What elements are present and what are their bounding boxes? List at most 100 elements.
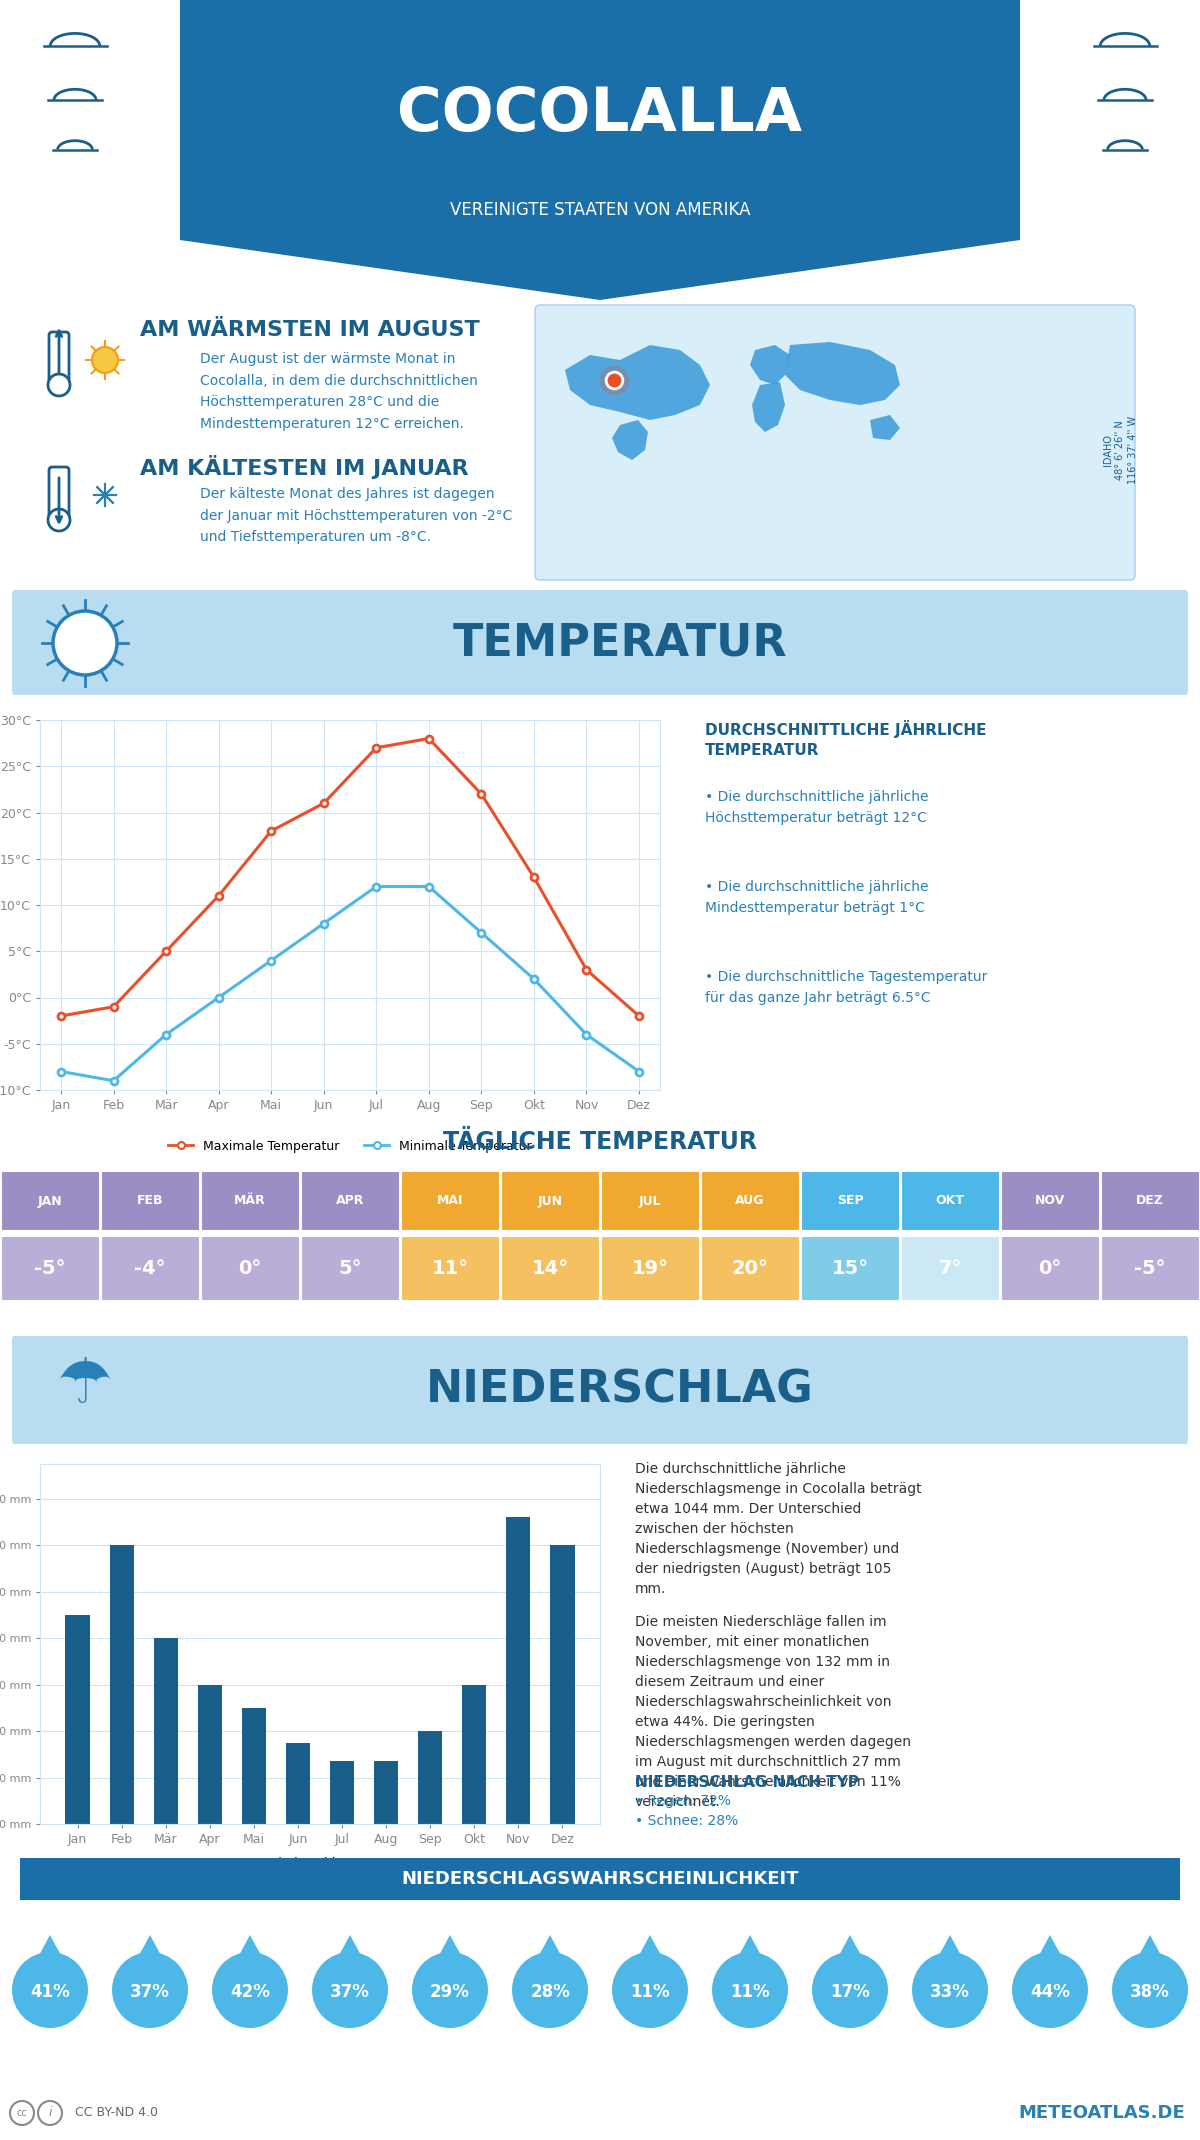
FancyBboxPatch shape — [1100, 1171, 1200, 1230]
FancyBboxPatch shape — [200, 1171, 300, 1230]
Polygon shape — [565, 345, 710, 419]
Text: 29%: 29% — [430, 1984, 470, 2001]
Polygon shape — [30, 1935, 70, 1971]
Text: 17%: 17% — [830, 1984, 870, 2001]
Legend: Maximale Temperatur, Minimale Temperatur: Maximale Temperatur, Minimale Temperatur — [163, 1134, 538, 1158]
Text: AM KÄLTESTEN IM JANUAR: AM KÄLTESTEN IM JANUAR — [140, 456, 469, 479]
Text: 11%: 11% — [630, 1984, 670, 2001]
Text: OKT: OKT — [936, 2046, 965, 2059]
Polygon shape — [1030, 1935, 1070, 1971]
FancyBboxPatch shape — [500, 1237, 600, 1301]
FancyBboxPatch shape — [200, 1237, 300, 1301]
Text: NIEDERSCHLAGSWAHRSCHEINLICHKEIT: NIEDERSCHLAGSWAHRSCHEINLICHKEIT — [401, 1870, 799, 1887]
Circle shape — [312, 1952, 388, 2029]
Text: 5°: 5° — [338, 1260, 361, 1278]
Polygon shape — [730, 1935, 770, 1971]
Text: MAI: MAI — [437, 2046, 463, 2059]
Text: TÄGLICHE TEMPERATUR: TÄGLICHE TEMPERATUR — [443, 1130, 757, 1153]
Polygon shape — [785, 342, 900, 404]
Text: 37%: 37% — [130, 1984, 170, 2001]
Legend: Niederschlagssumme: Niederschlagssumme — [230, 1853, 410, 1875]
Text: 38%: 38% — [1130, 1984, 1170, 2001]
Text: • Die durchschnittliche jährliche
Höchsttemperatur beträgt 12°C: • Die durchschnittliche jährliche Höchst… — [706, 790, 929, 824]
Text: AM WÄRMSTEN IM AUGUST: AM WÄRMSTEN IM AUGUST — [140, 321, 480, 340]
FancyBboxPatch shape — [49, 332, 70, 387]
Text: i: i — [48, 2106, 52, 2119]
FancyBboxPatch shape — [800, 1171, 900, 1230]
Circle shape — [212, 1952, 288, 2029]
FancyBboxPatch shape — [300, 1237, 400, 1301]
FancyBboxPatch shape — [300, 1171, 400, 1230]
Text: MÄR: MÄR — [234, 2046, 266, 2059]
Text: 20°: 20° — [732, 1260, 768, 1278]
Circle shape — [112, 1952, 188, 2029]
FancyBboxPatch shape — [900, 1171, 1000, 1230]
Bar — [198, 1684, 222, 1823]
FancyBboxPatch shape — [101, 1171, 199, 1230]
Circle shape — [1112, 1952, 1188, 2029]
Text: APR: APR — [336, 2046, 364, 2059]
Text: DEZ: DEZ — [1136, 1194, 1164, 1207]
FancyBboxPatch shape — [1001, 1237, 1099, 1301]
Text: 19°: 19° — [631, 1260, 668, 1278]
FancyBboxPatch shape — [12, 1333, 1188, 1447]
Polygon shape — [870, 415, 900, 441]
Circle shape — [812, 1952, 888, 2029]
Text: IDAHO: IDAHO — [1103, 434, 1114, 467]
FancyBboxPatch shape — [500, 1171, 600, 1230]
FancyBboxPatch shape — [600, 1237, 700, 1301]
Text: SEP: SEP — [836, 1194, 863, 1207]
Text: -4°: -4° — [134, 1260, 166, 1278]
Text: 11%: 11% — [730, 1984, 770, 2001]
Text: TEMPERATUR: TEMPERATUR — [452, 621, 787, 666]
Text: 14°: 14° — [532, 1260, 569, 1278]
Bar — [330, 1761, 354, 1823]
FancyBboxPatch shape — [0, 1171, 100, 1230]
FancyBboxPatch shape — [701, 1171, 799, 1230]
Polygon shape — [630, 1935, 670, 1971]
Text: Die durchschnittliche jährliche
Niederschlagsmenge in Cocolalla beträgt
etwa 104: Die durchschnittliche jährliche Niedersc… — [635, 1462, 922, 1596]
Text: SEP: SEP — [836, 2046, 863, 2059]
Text: 0°: 0° — [239, 1260, 262, 1278]
Text: Die meisten Niederschläge fallen im
November, mit einer monatlichen
Niederschlag: Die meisten Niederschläge fallen im Nove… — [635, 1616, 911, 1810]
Text: JAN: JAN — [37, 2046, 62, 2059]
Text: JUL: JUL — [638, 1194, 661, 1207]
Text: 116° 37' 4'' W: 116° 37' 4'' W — [1128, 415, 1138, 484]
FancyBboxPatch shape — [800, 1237, 900, 1301]
Text: JUL: JUL — [638, 2046, 661, 2059]
Text: NOV: NOV — [1034, 2046, 1066, 2059]
Text: 0°: 0° — [1038, 1260, 1062, 1278]
Polygon shape — [430, 1935, 470, 1971]
Text: METEOATLAS.DE: METEOATLAS.DE — [1019, 2104, 1186, 2123]
Text: 28%: 28% — [530, 1984, 570, 2001]
Bar — [462, 1684, 486, 1823]
Text: 42%: 42% — [230, 1984, 270, 2001]
Polygon shape — [930, 1935, 970, 1971]
Text: • Schnee: 28%: • Schnee: 28% — [635, 1815, 738, 1828]
FancyBboxPatch shape — [12, 586, 1188, 698]
Polygon shape — [1130, 1935, 1170, 1971]
FancyBboxPatch shape — [401, 1237, 499, 1301]
Circle shape — [512, 1952, 588, 2029]
Text: NOV: NOV — [1034, 1194, 1066, 1207]
Text: FEB: FEB — [137, 2046, 163, 2059]
Bar — [418, 1731, 443, 1823]
Text: 33%: 33% — [930, 1984, 970, 2001]
Polygon shape — [230, 1935, 270, 1971]
Text: CC BY-ND 4.0: CC BY-ND 4.0 — [74, 2106, 158, 2119]
Text: COCOLALLA: COCOLALLA — [397, 86, 803, 146]
Bar — [374, 1761, 398, 1823]
Text: VEREINIGTE STAATEN VON AMERIKA: VEREINIGTE STAATEN VON AMERIKA — [450, 201, 750, 218]
Polygon shape — [130, 1935, 170, 1971]
Text: Der August ist der wärmste Monat in
Cocolalla, in dem die durchschnittlichen
Höc: Der August ist der wärmste Monat in Coco… — [200, 351, 478, 430]
Bar — [241, 1708, 266, 1823]
Circle shape — [48, 374, 70, 396]
FancyBboxPatch shape — [600, 1171, 700, 1230]
Bar — [66, 1616, 90, 1823]
Circle shape — [412, 1952, 488, 2029]
Text: 7°: 7° — [938, 1260, 961, 1278]
Text: NIEDERSCHLAG NACH TYP: NIEDERSCHLAG NACH TYP — [635, 1774, 859, 1789]
Text: 11°: 11° — [432, 1260, 468, 1278]
Text: 41%: 41% — [30, 1984, 70, 2001]
Text: JUN: JUN — [538, 2046, 563, 2059]
